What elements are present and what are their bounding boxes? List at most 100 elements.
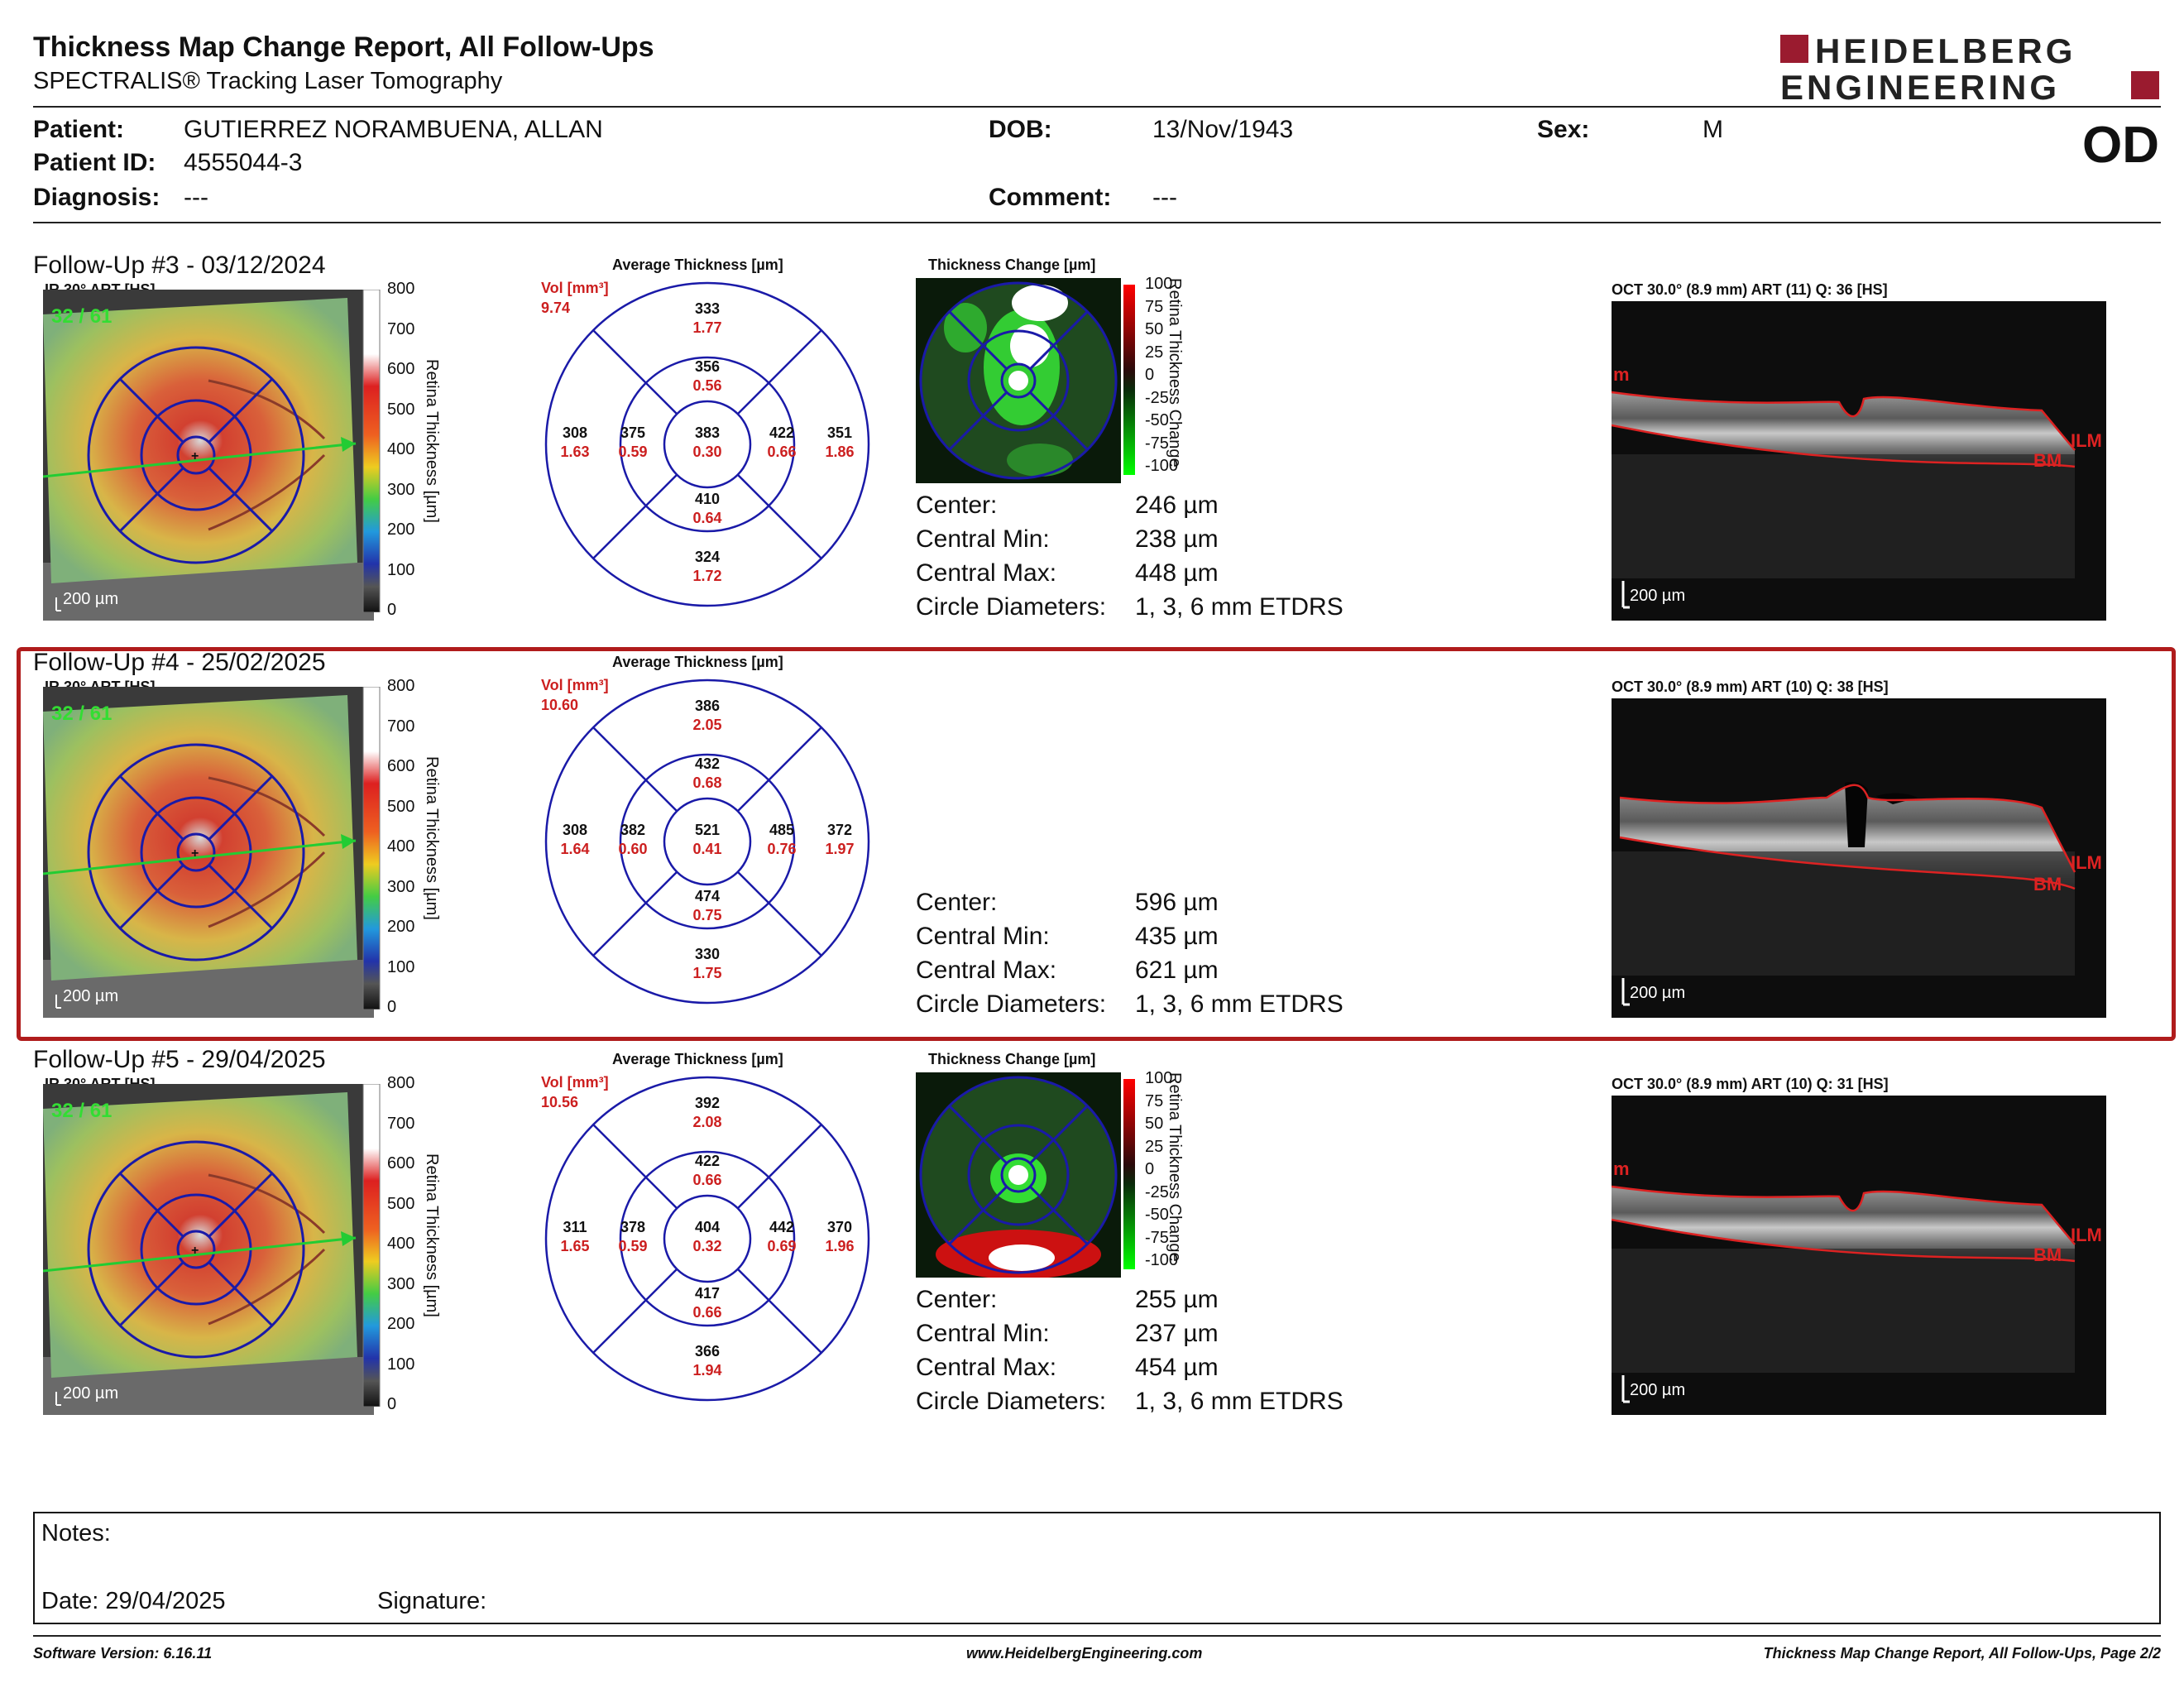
- thickness-map-image[interactable]: +32 / 61 200 µm: [43, 687, 374, 1018]
- oct-scan-title: OCT 30.0° (8.9 mm) ART (11) Q: 36 [HS]: [1612, 281, 1888, 298]
- thickness-change-map[interactable]: [916, 1072, 1121, 1278]
- tracking-count: 32 / 61: [51, 703, 112, 725]
- colorbar-tick-label: 0: [387, 998, 397, 1016]
- colorbar-tick-label: 100: [387, 1355, 415, 1374]
- selected-followup-highlight: [17, 647, 2176, 1041]
- colorbar-tick-label: 400: [387, 1235, 415, 1253]
- etdrs-sector-chart: [544, 281, 870, 607]
- sex-value: M: [1703, 116, 1723, 143]
- sector-volume-inner-top: 0.68: [692, 774, 722, 791]
- thickness-change-map[interactable]: [916, 278, 1121, 483]
- stat-label: Central Min:: [916, 923, 1050, 950]
- colorbar-tick-label: 800: [387, 677, 415, 695]
- stat-value: 238 µm: [1135, 525, 1219, 553]
- stat-label: Central Max:: [916, 1354, 1057, 1381]
- change-tick-label: 50: [1145, 320, 1164, 338]
- stat-label: Circle Diameters:: [916, 593, 1107, 621]
- colorbar-tick-label: 800: [387, 1074, 415, 1092]
- oct-bscan-image[interactable]: ILM BM m 200 µm: [1612, 301, 2106, 621]
- followup-title: Follow-Up #4 - 25/02/2025: [33, 649, 326, 676]
- sector-thickness-inner-bottom: 474: [694, 888, 721, 904]
- sector-thickness-center: 383: [694, 424, 721, 441]
- sector-thickness-outer-bottom: 324: [694, 549, 721, 565]
- sector-thickness-inner-left: 375: [620, 424, 646, 441]
- heidelberg-logo: HEIDELBERG ENGINEERING: [1780, 31, 2159, 103]
- thickness-colorbar: [362, 290, 381, 612]
- sector-thickness-inner-top: 356: [694, 358, 721, 375]
- sector-thickness-outer-bottom: 330: [694, 946, 721, 962]
- svg-text:HEIDELBERG: HEIDELBERG: [1815, 31, 2076, 70]
- sector-thickness-inner-top: 422: [694, 1153, 721, 1169]
- tracking-count: 32 / 61: [51, 1100, 112, 1122]
- sector-thickness-center: 404: [694, 1219, 721, 1235]
- dob-label: DOB:: [989, 116, 1052, 143]
- colorbar-tick-label: 100: [387, 957, 415, 976]
- sector-volume-center: 0.30: [692, 444, 722, 460]
- diagnosis-label: Diagnosis:: [33, 184, 160, 211]
- sector-volume-inner-left: 0.59: [618, 1238, 648, 1254]
- sector-thickness-inner-bottom: 417: [694, 1285, 721, 1302]
- patient-label: Patient:: [33, 116, 125, 143]
- oct-ilm-label: ILM: [2071, 852, 2102, 873]
- volume-label: Vol [mm³]: [541, 1074, 609, 1091]
- oct-bscan-image[interactable]: ILM BM m 200 µm: [1612, 1096, 2106, 1415]
- change-colorbar: [1123, 285, 1135, 475]
- signature-label: Signature:: [377, 1588, 487, 1614]
- stat-label: Center:: [916, 492, 998, 519]
- change-tick-label: -100: [1145, 457, 1179, 475]
- colorbar-tick-label: 700: [387, 717, 415, 736]
- change-tick-label: 25: [1145, 343, 1164, 362]
- thickness-map-image[interactable]: +32 / 61 200 µm: [43, 290, 374, 621]
- change-tick-label: -75: [1145, 434, 1169, 453]
- colorbar-tick-label: 700: [387, 319, 415, 338]
- svg-text:ENGINEERING: ENGINEERING: [1780, 68, 2060, 103]
- sector-volume-outer-top: 1.77: [692, 319, 722, 336]
- stat-value: 237 µm: [1135, 1320, 1219, 1347]
- colorbar-tick-label: 600: [387, 757, 415, 775]
- sector-thickness-inner-bottom: 410: [694, 491, 721, 507]
- thickness-change-title: Thickness Change [µm]: [928, 1051, 1096, 1067]
- colorbar-tick-label: 800: [387, 280, 415, 298]
- scale-bar-label: 200 µm: [63, 987, 118, 1005]
- etdrs-sector-chart: [544, 1076, 870, 1402]
- sector-thickness-outer-right: 351: [826, 424, 853, 441]
- sector-volume-center: 0.32: [692, 1238, 722, 1254]
- colorbar-tick-label: 700: [387, 1114, 415, 1133]
- svg-text:+: +: [191, 449, 199, 463]
- sector-volume-outer-left: 1.64: [560, 841, 590, 857]
- diagnosis-value: ---: [184, 184, 208, 211]
- svg-text:+: +: [191, 846, 199, 861]
- colorbar-tick-label: 0: [387, 601, 397, 619]
- sector-thickness-outer-top: 333: [694, 300, 721, 317]
- sector-thickness-outer-bottom: 366: [694, 1343, 721, 1360]
- stat-value: 596 µm: [1135, 889, 1219, 916]
- thickness-map-image[interactable]: +32 / 61 200 µm: [43, 1084, 374, 1415]
- sector-thickness-outer-top: 392: [694, 1095, 721, 1111]
- stat-value: 1, 3, 6 mm ETDRS: [1135, 990, 1343, 1018]
- stat-label: Center:: [916, 1286, 998, 1313]
- website-link[interactable]: www.HeidelbergEngineering.com: [966, 1645, 1203, 1662]
- change-tick-label: -50: [1145, 411, 1169, 429]
- followup-title: Follow-Up #3 - 03/12/2024: [33, 252, 326, 279]
- change-bar-title: Retina Thickness Change: [1166, 1072, 1184, 1262]
- colorbar-tick-label: 500: [387, 1194, 415, 1213]
- colorbar-tick-label: 100: [387, 560, 415, 579]
- oct-ilm-label: ILM: [2071, 430, 2102, 451]
- dob-value: 13/Nov/1943: [1152, 116, 1294, 143]
- sector-volume-inner-left: 0.60: [618, 841, 648, 857]
- oct-scan-title: OCT 30.0° (8.9 mm) ART (10) Q: 38 [HS]: [1612, 679, 1889, 695]
- volume-label: Vol [mm³]: [541, 280, 609, 296]
- volume-value: 10.56: [541, 1094, 579, 1110]
- change-tick-label: 100: [1145, 275, 1173, 293]
- sector-thickness-center: 521: [694, 822, 721, 838]
- sector-volume-inner-right: 0.66: [767, 444, 797, 460]
- sector-volume-inner-right: 0.69: [767, 1238, 797, 1254]
- sector-volume-center: 0.41: [692, 841, 722, 857]
- oct-bscan-image[interactable]: ILM BM 200 µm: [1612, 698, 2106, 1018]
- volume-label: Vol [mm³]: [541, 677, 609, 693]
- notes-box[interactable]: Notes: Date: 29/04/2025 Signature:: [33, 1512, 2161, 1624]
- avg-thickness-title: Average Thickness [µm]: [612, 257, 783, 273]
- comment-label: Comment:: [989, 184, 1112, 211]
- page-footer-title: Thickness Map Change Report, All Follow-…: [1763, 1645, 2161, 1662]
- change-tick-label: 50: [1145, 1115, 1164, 1133]
